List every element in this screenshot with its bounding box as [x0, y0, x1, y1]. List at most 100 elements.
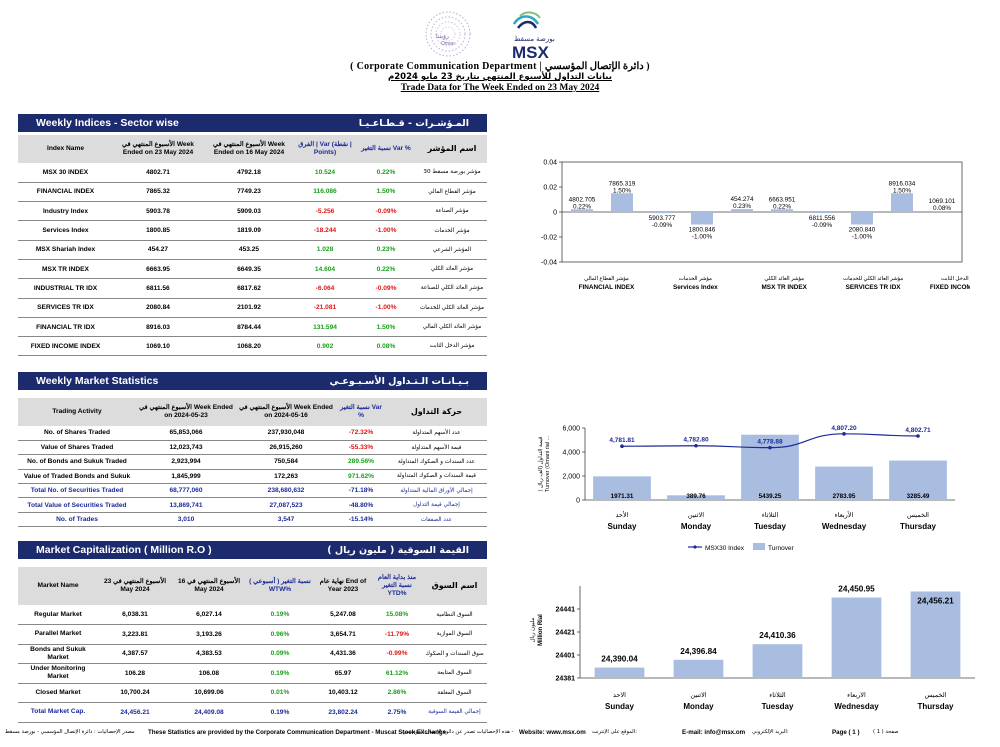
stat-name-ar: عدد الصفقات — [386, 512, 487, 528]
title-arabic: بيانات التداول للأسبوع المنتهي بتاريخ 23… — [388, 72, 612, 82]
stat-prev: 238,680,632 — [236, 483, 336, 499]
stat-pct: 971.62% — [336, 469, 386, 485]
chart1-bar-value: 2080.840 — [849, 227, 876, 234]
footer-email-arabic: البريد الإلكتروني: — [752, 729, 789, 735]
chart2-index-label: 4,802.71 — [905, 427, 931, 434]
index-var: 10.524 — [295, 163, 355, 183]
stat-pct: -55.33% — [336, 440, 386, 456]
chart1-bar-value: 6663.951 — [769, 196, 796, 203]
cap-ytd: 15.08% — [372, 605, 422, 625]
stat-cur: 12,023,743 — [136, 440, 236, 456]
footer-email: E-mail: info@msx.om — [682, 729, 746, 736]
indices-title: Weekly Indices - Sector wise — [36, 117, 179, 129]
chart1-bar — [611, 193, 633, 212]
chart1-bar-value: 8916.034 — [889, 180, 916, 187]
stat-name-ar: عدد السندات و الصكوك المتداولة — [386, 454, 487, 470]
chart1-bar-value: 7865.319 — [609, 180, 636, 187]
chart1-ytick: 0.02 — [543, 185, 557, 192]
chart3-bar-label: 24,450.95 — [838, 585, 875, 594]
cap-market-name: Total Market Cap. — [18, 702, 98, 723]
col-ytd: منذ بداية العام نسبة التغير YTD% — [372, 567, 422, 605]
oman-vision-dots-icon — [425, 11, 471, 57]
chart1-category: SERVICES TR IDX — [846, 284, 902, 291]
stat-name: No. of Trades — [18, 512, 136, 528]
stat-name-ar: عدد الأسهم المتداولة — [386, 426, 487, 441]
stat-pct: -48.80% — [336, 497, 386, 513]
col-activity-ar: حركة التداول — [386, 398, 487, 426]
index-name-ar: مؤشر بورصة مسقط 30 — [417, 163, 487, 183]
index-pct: -1.00% — [355, 220, 417, 241]
chart1-bar-pct: 1.50% — [893, 187, 911, 194]
cap-ytd: -0.99% — [372, 644, 422, 664]
stat-row: Total No. of Securities Traded 68,777,060… — [18, 483, 487, 499]
cap-section-header: Market Capitalization ( Million R.O ) ال… — [18, 541, 487, 559]
cap-ytd: 2.86% — [372, 683, 422, 703]
cap-row: Bonds and Sukuk Market 4,387.57 4,383.53 0.… — [18, 644, 487, 664]
stat-name: Total No. of Securities Traded — [18, 483, 136, 499]
chart3-category: Thursday — [917, 702, 954, 711]
cap-name-ar: سوق السندات و الصكوك — [422, 644, 487, 664]
footer-note: These Statistics are provided by the Cor… — [148, 729, 449, 736]
chart3-bar-label: 24,390.04 — [601, 655, 638, 664]
stat-row: No. of Shares Traded 65,853,066 237,930,04… — [18, 426, 487, 441]
chart3-bar — [673, 659, 724, 678]
cap-cur: 10,700.24 — [98, 683, 172, 703]
cap-title-arabic: القيمة السوقية ( مليون ريال ) — [327, 544, 469, 556]
footer-note-arabic: هذه الإحصائيات تصدر عن دائرة الإتصال الم… — [402, 729, 514, 735]
index-pct: 0.08% — [355, 336, 417, 357]
footer-source-arabic: مصدر الإحصائيات : دائرة الإتصال المؤسسي … — [5, 729, 135, 735]
chart1-ytick: -0.02 — [541, 235, 557, 242]
stat-cur: 13,869,741 — [136, 497, 236, 513]
index-pct: 1.50% — [355, 182, 417, 203]
chart3-ylabel: Million Rial — [538, 614, 544, 646]
chart1-category: FINANCIAL INDEX — [579, 284, 635, 291]
chart2-turnover-bar — [593, 476, 651, 500]
index-var: -5.256 — [295, 201, 355, 222]
index-var: 116.086 — [295, 182, 355, 203]
index-row: SERVICES TR IDX 2080.84 2101.92 -21.081 -1.0… — [18, 298, 487, 318]
cap-eoy: 3,654.71 — [314, 624, 372, 645]
index-cur: 454.27 — [113, 240, 203, 260]
index-pct: 1.50% — [355, 317, 417, 338]
chart3-ytick: 24401 — [556, 653, 576, 660]
indices-change-chart: 0.040.020-0.02-0.044802.7050.22%7865.319… — [541, 160, 970, 292]
chart2-index-label: 4,781.81 — [609, 437, 635, 444]
index-var: -18.244 — [295, 220, 355, 241]
chart3-category: Sunday — [605, 702, 634, 711]
chart1-bar-value: 1069.101 — [929, 198, 956, 205]
col-var-pct: نسبة التغير Var % — [355, 135, 417, 163]
index-prev: 453.25 — [203, 240, 295, 260]
cap-cur: 6,038.31 — [98, 605, 172, 625]
chart2-index-point — [842, 432, 846, 436]
chart2-legend-turnover: Turnover — [768, 545, 795, 552]
index-name-ar: مؤشر الدخل الثابت — [417, 336, 487, 357]
stat-cur: 68,777,060 — [136, 483, 236, 499]
cap-table: Market Name الأسبوع المنتهي في 23 May 20… — [18, 567, 487, 723]
report-footer: مصدر الإحصائيات : دائرة الإتصال المؤسسي … — [0, 725, 1000, 741]
stat-row: Value of Shares Traded 12,023,743 26,915,2… — [18, 440, 487, 456]
chart1-bar-pct: 0.23% — [733, 203, 751, 210]
chart3-category-ar: الاثنين — [690, 691, 706, 699]
cap-prev: 10,699.06 — [172, 683, 246, 703]
chart3-bar-label: 24,410.36 — [759, 631, 796, 640]
chart3-category: Monday — [683, 702, 714, 711]
chart2-category-ar: الأحد — [616, 509, 629, 519]
cap-name-ar: السوق المتابعة — [422, 663, 487, 684]
chart1-category: Services Index — [673, 284, 718, 291]
chart2-index-point — [768, 445, 772, 450]
index-name: Services Index — [18, 220, 113, 241]
chart2-category: Sunday — [608, 522, 637, 531]
index-row: INDUSTRIAL TR IDX 6811.56 6817.62 -6.064 -0.… — [18, 278, 487, 299]
index-row: Services Index 1800.85 1819.09 -18.244 -1.00… — [18, 220, 487, 241]
cap-market-name: Parallel Market — [18, 624, 98, 645]
chart3-bar-label: 24,456.21 — [917, 597, 954, 606]
chart2-turnover-bar — [889, 460, 947, 500]
col-week-prev: الأسبوع المنتهي في Week Ended on 16 May … — [203, 135, 295, 163]
index-row: FINANCIAL INDEX 7865.32 7749.23 116.086 1.50… — [18, 182, 487, 203]
index-cur: 1800.85 — [113, 220, 203, 241]
chart2-category: Thursday — [900, 522, 937, 531]
chart2-turnover-label: 389.76 — [686, 493, 706, 500]
cap-market-name: Bonds and Sukuk Market — [18, 644, 98, 664]
oman-vision-arabic: رؤيتنا — [436, 33, 449, 40]
chart1-ytick: -0.04 — [541, 260, 557, 267]
